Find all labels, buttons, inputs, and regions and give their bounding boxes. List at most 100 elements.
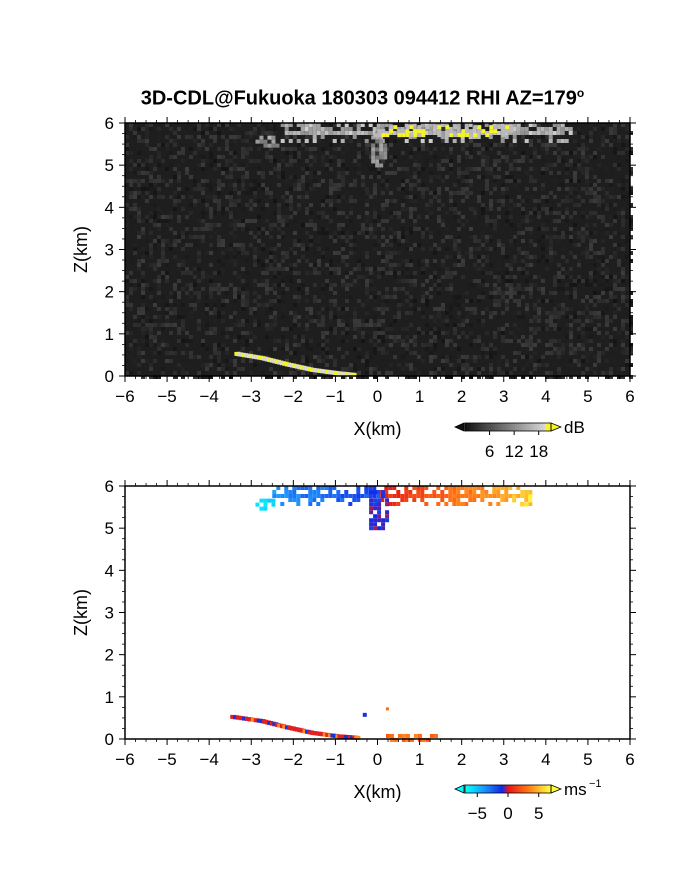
echo-cell — [377, 498, 382, 503]
noise-cell — [309, 263, 313, 267]
noise-cell — [289, 371, 293, 375]
echo-cell — [364, 139, 369, 143]
noise-cell — [269, 155, 273, 159]
noise-cell — [145, 131, 149, 135]
echo-cell — [364, 486, 369, 490]
noise-cell — [533, 367, 537, 371]
noise-cell — [589, 131, 593, 135]
noise-cell — [565, 263, 569, 267]
noise-cell — [409, 283, 413, 287]
noise-cell — [521, 199, 525, 203]
noise-cell — [161, 371, 165, 375]
noise-cell — [193, 275, 197, 279]
noise-cell — [333, 187, 337, 191]
noise-cell — [509, 175, 513, 179]
noise-cell — [629, 375, 633, 379]
noise-cell — [349, 219, 353, 223]
y-tick-label: 3 — [105, 604, 114, 623]
noise-cell — [365, 235, 369, 239]
noise-cell — [233, 311, 237, 315]
noise-cell — [505, 179, 509, 183]
x-tick-label: −1 — [326, 387, 345, 406]
noise-cell — [241, 279, 245, 283]
noise-cell — [273, 259, 277, 263]
noise-cell — [261, 307, 265, 311]
noise-cell — [625, 275, 629, 279]
echo-cell — [379, 143, 384, 148]
noise-cell — [441, 275, 445, 279]
noise-cell — [233, 223, 237, 227]
noise-cell — [209, 263, 213, 267]
noise-cell — [229, 175, 233, 179]
echo-cell — [401, 733, 406, 738]
noise-cell — [141, 127, 145, 131]
echo-cell — [377, 514, 382, 519]
noise-cell — [305, 191, 309, 195]
noise-cell — [413, 243, 417, 247]
noise-cell — [265, 163, 269, 167]
noise-cell — [461, 263, 465, 267]
noise-cell — [337, 183, 341, 187]
noise-cell — [541, 287, 545, 291]
noise-cell — [237, 203, 241, 207]
noise-cell — [269, 223, 273, 227]
echo-cell — [448, 486, 453, 490]
noise-cell — [573, 151, 577, 155]
noise-cell — [217, 163, 221, 167]
noise-cell — [137, 179, 141, 183]
noise-cell — [549, 191, 553, 195]
noise-cell — [545, 143, 549, 147]
noise-cell — [397, 287, 401, 291]
noise-cell — [253, 203, 257, 207]
noise-cell — [461, 199, 465, 203]
noise-cell — [297, 183, 301, 187]
noise-cell — [585, 147, 589, 151]
noise-cell — [421, 351, 425, 355]
noise-cell — [609, 143, 613, 147]
noise-cell — [585, 247, 589, 251]
noise-cell — [397, 235, 401, 239]
noise-cell — [393, 135, 397, 139]
noise-cell — [469, 167, 473, 171]
noise-cell — [321, 211, 325, 215]
echo-cell — [381, 490, 386, 495]
noise-cell — [389, 203, 393, 207]
noise-cell — [285, 255, 289, 259]
noise-cell — [305, 363, 309, 367]
noise-cell — [613, 207, 617, 211]
noise-cell — [337, 171, 341, 175]
noise-cell — [297, 151, 301, 155]
echo-cell — [377, 129, 382, 134]
noise-cell — [385, 279, 389, 283]
noise-cell — [193, 227, 197, 231]
noise-cell — [317, 247, 321, 251]
noise-cell — [573, 351, 577, 355]
echo-cell — [324, 127, 329, 131]
noise-cell — [417, 147, 421, 151]
noise-cell — [585, 179, 589, 183]
echo-cell — [312, 498, 317, 502]
echo-cell — [464, 494, 469, 498]
noise-cell — [573, 163, 577, 167]
noise-cell — [473, 279, 477, 283]
colorbar-segment — [465, 785, 468, 793]
noise-cell — [553, 351, 557, 355]
noise-cell — [501, 275, 505, 279]
echo-cell — [424, 494, 429, 498]
noise-cell — [613, 311, 617, 315]
noise-cell — [421, 191, 425, 195]
noise-cell — [181, 359, 185, 363]
echo-cell — [417, 133, 422, 138]
noise-cell — [225, 267, 229, 271]
noise-cell — [301, 247, 305, 251]
noise-cell — [253, 307, 257, 311]
noise-cell — [337, 199, 341, 203]
noise-cell — [569, 215, 573, 219]
noise-cell — [389, 347, 393, 351]
noise-cell — [125, 335, 129, 339]
noise-cell — [213, 211, 217, 215]
noise-cell — [201, 139, 205, 143]
colorbar-segment — [505, 423, 508, 431]
noise-cell — [437, 247, 441, 251]
x-tick-label: 2 — [457, 750, 466, 769]
